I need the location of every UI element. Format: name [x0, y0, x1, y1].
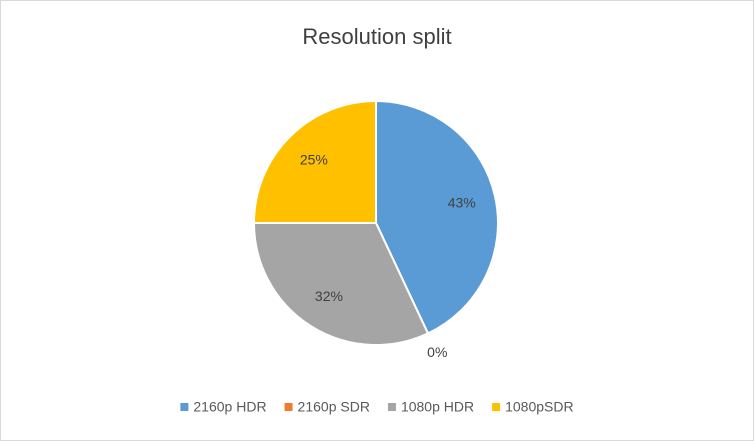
pie-slice [252, 222, 430, 346]
legend-marker [180, 403, 189, 411]
legend-marker [492, 403, 501, 411]
pie-slice [252, 99, 377, 224]
legend-marker [387, 403, 396, 411]
data-label: 43% [448, 195, 476, 211]
legend-label: 1080pSDR [505, 399, 574, 415]
data-label: 0% [427, 344, 447, 360]
legend-label: 2160p HDR [193, 399, 266, 415]
legend-label: 1080p HDR [401, 399, 474, 415]
chart-title: Resolution split [302, 24, 451, 49]
legend-marker [284, 403, 293, 411]
pie-slice [375, 99, 499, 335]
legend: 2160p HDR 2160p SDR 1080p HDR 1080pSDR [180, 399, 574, 415]
data-label: 25% [300, 152, 328, 168]
data-label: 32% [315, 288, 343, 304]
legend-label: 2160p SDR [298, 399, 370, 415]
